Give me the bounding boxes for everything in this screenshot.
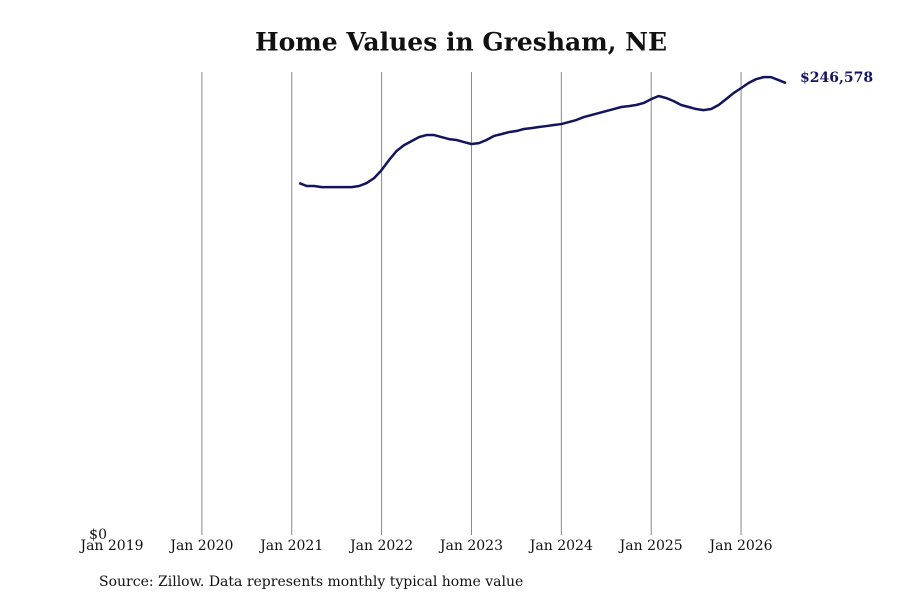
x-tick-label: Jan 2026 <box>708 538 773 554</box>
value-line <box>298 75 787 189</box>
x-tick-label: Jan 2023 <box>438 538 503 554</box>
source-note: Source: Zillow. Data represents monthly … <box>99 574 523 590</box>
chart-title: Home Values in Gresham, NE <box>255 28 667 57</box>
x-tick-label: Jan 2022 <box>348 538 413 554</box>
x-tick-label: Jan 2025 <box>618 538 683 554</box>
x-tick-label: Jan 2024 <box>528 538 593 554</box>
y-tick-label: $0 <box>89 527 107 543</box>
x-tick-label: Jan 2019 <box>78 538 143 554</box>
value-label: $246,578 <box>800 70 873 86</box>
x-tick-label: Jan 2021 <box>258 538 323 554</box>
x-tick-label: Jan 2020 <box>168 538 233 554</box>
